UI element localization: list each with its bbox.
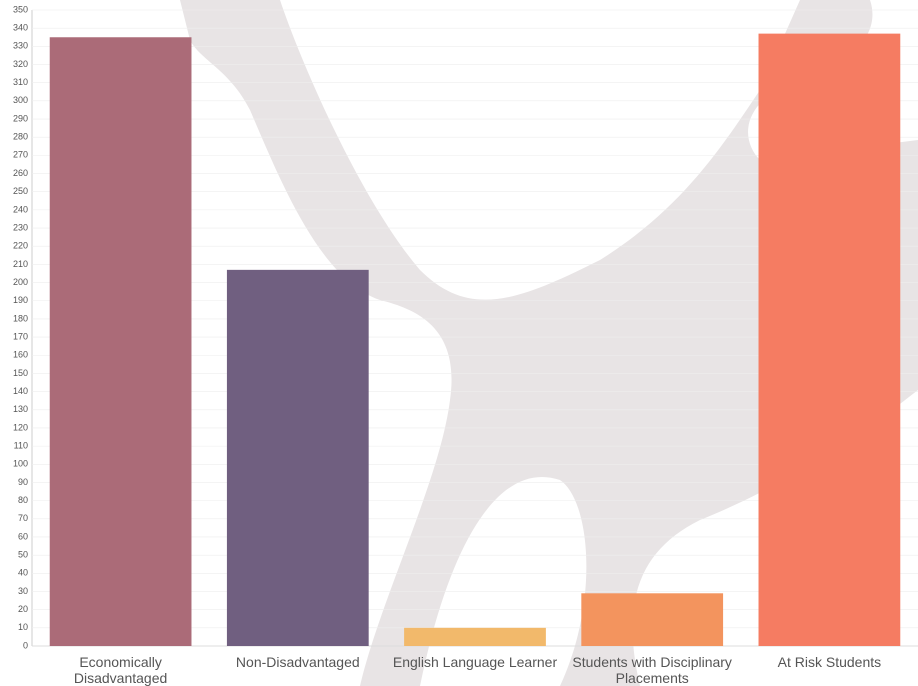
y-tick-label: 210 [13,259,28,269]
bar [49,37,192,646]
y-tick-label: 10 [18,622,28,632]
x-tick-label: English Language Learner [392,654,558,670]
watermark [180,0,918,686]
y-tick-label: 110 [14,440,28,450]
y-tick-label: 340 [13,23,28,33]
y-tick-label: 140 [13,386,28,396]
y-tick-label: 150 [13,368,28,378]
y-tick-label: 190 [13,295,28,305]
y-tick-label: 160 [13,350,28,360]
y-tick-label: 170 [13,331,28,341]
y-tick-label: 50 [18,550,28,560]
y-tick-label: 200 [13,277,28,287]
y-tick-label: 120 [13,422,28,432]
y-tick-label: 180 [13,313,28,323]
y-tick-label: 300 [13,95,28,105]
x-tick-label: Economically Disadvantaged [73,654,168,686]
y-tick-label: 100 [13,459,28,469]
y-tick-label: 130 [13,404,28,414]
y-tick-label: 30 [18,586,28,596]
y-tick-label: 230 [13,222,28,232]
y-tick-label: 330 [13,41,28,51]
y-tick-label: 70 [18,513,28,523]
x-tick-label: At Risk Students [777,654,882,670]
x-tick-label: Non-Disadvantaged [235,654,360,670]
bar [404,627,546,646]
bar [226,269,369,646]
y-tick-label: 270 [13,150,28,160]
y-tick-label: 290 [13,113,28,123]
y-tick-label: 40 [18,568,28,578]
y-tick-label: 310 [13,77,28,87]
y-tick-label: 280 [13,132,28,142]
y-tick-label: 20 [18,604,28,614]
y-tick-label: 220 [13,241,28,251]
y-tick-label: 250 [13,186,28,196]
y-tick-label: 90 [18,477,28,487]
y-tick-label: 0 [23,640,28,650]
y-tick-label: 80 [18,495,28,505]
bar [758,33,901,646]
y-tick-label: 350 [13,4,28,14]
y-tick-label: 320 [13,59,28,69]
x-tick-label: Students with Disciplinary Placements [572,654,732,686]
y-tick-label: 240 [13,204,28,214]
bar [581,593,724,646]
y-tick-label: 60 [18,531,28,541]
y-tick-label: 260 [13,168,28,178]
